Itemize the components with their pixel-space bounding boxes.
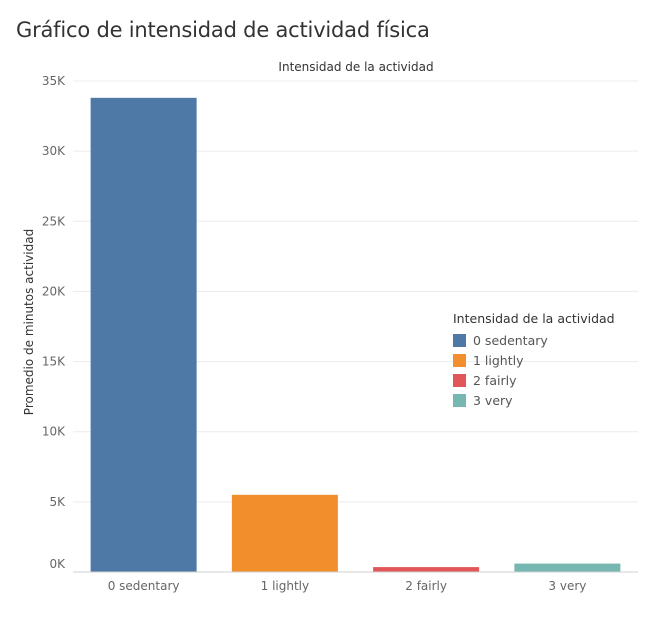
legend-item[interactable]: 2 fairly [453,370,615,390]
bar-1-lightly[interactable] [231,494,338,572]
chart-title: Intensidad de la actividad [278,60,433,74]
y-axis-ticks: 0K 5K 10K 15K 20K 25K 30K 35K [42,74,66,571]
x-tick-label: 1 lightly [261,579,309,593]
page-title: Gráfico de intensidad de actividad físic… [16,18,430,42]
y-axis-label: Promedio de minutos actividad [22,229,36,415]
legend: Intensidad de la actividad 0 sedentary 1 … [453,311,615,410]
legend-label: 3 very [473,392,513,408]
y-tick-label: 15K [42,355,66,369]
legend-label: 1 lightly [473,352,524,368]
y-tick-label: 5K [49,495,66,509]
x-axis-ticks: 0 sedentary 1 lightly 2 fairly 3 very [108,579,587,593]
bar-0-sedentary[interactable] [90,97,197,572]
legend-swatch [453,373,466,387]
x-tick-label: 0 sedentary [108,579,180,593]
legend-label: 0 sedentary [473,332,548,348]
y-tick-label: 30K [42,144,66,158]
legend-swatch [453,393,466,407]
y-tick-label: 35K [42,74,66,88]
y-tick-label: 10K [42,425,66,439]
x-tick-label: 3 very [548,579,586,593]
legend-title: Intensidad de la actividad [453,311,615,326]
y-tick-label: 20K [42,284,66,298]
legend-item[interactable]: 0 sedentary [453,330,615,350]
y-tick-label: 0K [49,557,66,571]
legend-swatch [453,353,466,367]
bars [90,97,621,572]
legend-items: 0 sedentary 1 lightly 2 fairly 3 very [453,330,615,410]
legend-swatch [453,333,466,347]
legend-item[interactable]: 3 very [453,390,615,410]
bar-3-very[interactable] [514,563,621,572]
y-tick-label: 25K [42,214,66,228]
legend-label: 2 fairly [473,372,517,388]
legend-item[interactable]: 1 lightly [453,350,615,370]
x-tick-label: 2 fairly [405,579,447,593]
bar-2-fairly[interactable] [373,567,480,572]
